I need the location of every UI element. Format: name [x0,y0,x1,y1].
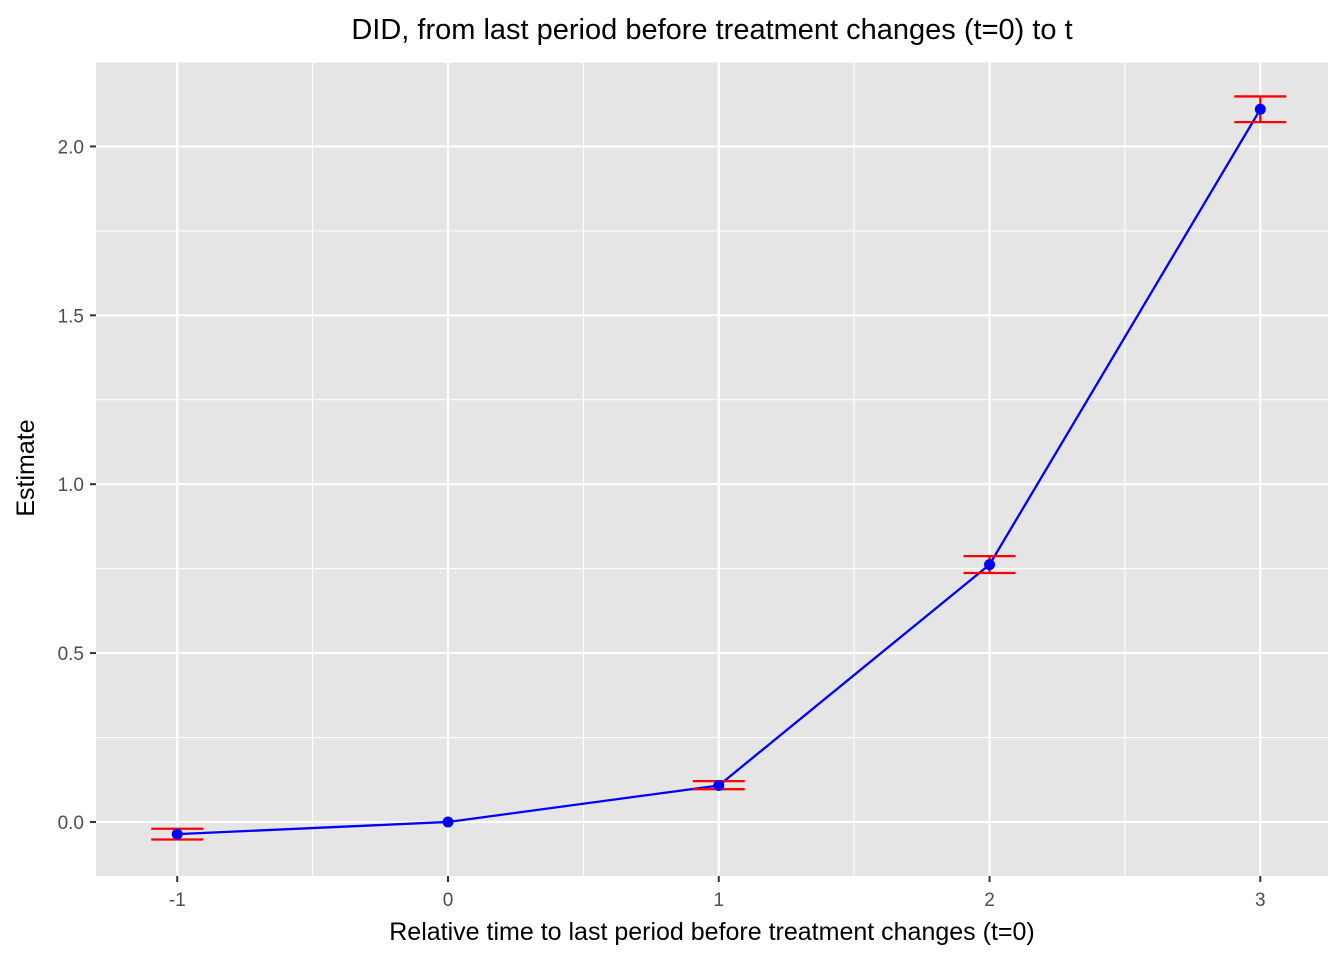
y-tick-label: 1.5 [58,306,84,327]
x-tick-label: 0 [443,890,454,911]
y-tick-label: 1.0 [58,475,84,496]
x-tick-label: 1 [713,890,724,911]
y-tick-label: 0.0 [58,813,84,834]
data-point [713,779,725,791]
data-point [984,559,996,571]
x-tick-label: 2 [984,890,995,911]
series-layer [151,95,1287,841]
x-axis: -1 0 1 2 3 [169,876,1266,911]
y-tick-label: 0.5 [58,644,84,665]
minor-grid [96,61,1328,876]
x-tick-label: 3 [1255,890,1266,911]
chart-title: DID, from last period before treatment c… [351,14,1072,46]
x-tick-label: -1 [169,890,186,911]
y-axis: 0.0 0.5 1.0 1.5 2.0 [58,137,96,834]
plot-panel [96,62,1328,876]
y-axis-title: Estimate [12,419,40,516]
data-point [1254,103,1266,115]
major-grid [96,62,1328,876]
data-point [171,828,183,840]
data-point [442,816,454,828]
x-axis-title: Relative time to last period before trea… [389,918,1034,946]
y-tick-label: 2.0 [58,137,84,158]
